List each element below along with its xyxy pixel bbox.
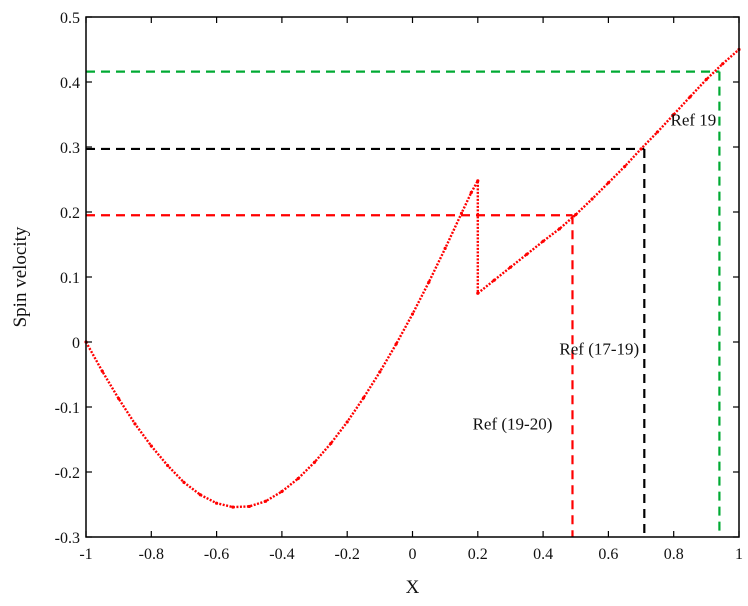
data-point: [280, 489, 284, 494]
data-point: [655, 130, 659, 134]
plot-area-frame: [85, 16, 740, 538]
data-point: [721, 62, 725, 66]
reference-lines: [86, 70, 721, 537]
data-point: [541, 239, 545, 243]
data-point: [639, 147, 643, 151]
data-point: [166, 463, 170, 468]
y-tick-label: 0.2: [60, 205, 80, 222]
data-point: [198, 493, 202, 497]
y-tick-label: -0.2: [55, 465, 80, 482]
data-point: [459, 211, 464, 215]
reference-label-2: Ref (17-19): [559, 340, 639, 359]
data-point: [361, 396, 366, 400]
y-tick-label: 0.5: [60, 10, 80, 27]
data-point: [182, 480, 186, 484]
x-tick-label: 0: [409, 546, 417, 563]
data-point: [606, 181, 611, 185]
data-point: [574, 213, 578, 217]
y-tick-label: 0.4: [60, 75, 80, 92]
y-tick-label: 0: [72, 335, 80, 352]
data-point: [117, 396, 121, 401]
data-point: [378, 370, 382, 374]
series-line-1: [84, 48, 740, 509]
data-point: [557, 227, 562, 231]
data-point: [427, 280, 431, 284]
data-point: [100, 369, 104, 373]
data-point: [394, 342, 398, 346]
data-point: [296, 476, 300, 481]
data-point: [231, 505, 235, 509]
data-point: [329, 441, 333, 445]
x-tick-label: 0.6: [598, 546, 618, 563]
data-point: [688, 95, 692, 99]
data-point: [263, 499, 268, 503]
annotations: Ref (19-20) Ref (17-19) Ref 19: [473, 111, 717, 434]
x-tick-label: -0.2: [335, 546, 360, 563]
data-point: [672, 112, 676, 117]
reference-label-3: Ref 19: [671, 111, 717, 130]
y-tick-label: -0.3: [55, 530, 80, 547]
data-series: [84, 47, 741, 509]
data-point: [149, 444, 153, 448]
x-tick-label: 0.4: [533, 546, 553, 563]
data-point: [247, 504, 251, 509]
data-point: [443, 246, 447, 250]
data-point: [215, 501, 219, 505]
y-tick-label: 0.3: [60, 140, 80, 157]
y-tick-label: 0.1: [60, 270, 80, 287]
data-point: [704, 77, 708, 81]
data-point: [345, 420, 349, 424]
axis-ticks: -1 -0.8 -0.6 -0.4 -0.2 0 0.2 0.4 0.6 0.8 1 -0.3 -0.2…: [55, 10, 743, 563]
data-point: [590, 197, 594, 201]
data-point: [492, 278, 496, 282]
x-tick-label: 0.2: [468, 546, 488, 563]
x-tick-label: -0.4: [269, 546, 294, 563]
x-axis-label: X: [406, 577, 420, 598]
reference-label-1: Ref (19-20): [473, 414, 553, 433]
x-tick-label: 1: [735, 546, 743, 563]
data-point: [469, 190, 473, 195]
data-point: [476, 291, 480, 295]
y-tick-label: -0.1: [55, 400, 80, 417]
x-tick-label: -0.8: [139, 546, 164, 563]
data-point: [312, 460, 317, 464]
data-point: [133, 422, 137, 426]
data-point: [476, 179, 480, 183]
data-point: [508, 265, 513, 269]
data-point: [410, 312, 415, 316]
x-tick-label: -0.6: [204, 546, 229, 563]
y-axis-label: Spin velocity: [10, 226, 31, 327]
data-point: [525, 252, 529, 256]
x-tick-label: 0.8: [664, 546, 684, 563]
x-tick-label: -1: [79, 546, 92, 563]
data-point: [623, 164, 627, 169]
